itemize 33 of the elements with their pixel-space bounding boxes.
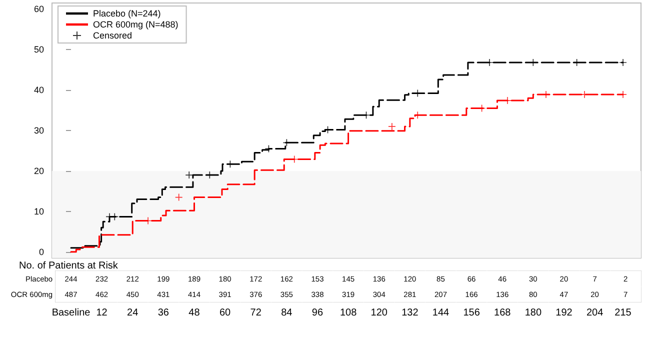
y-tick-label: 30 bbox=[34, 126, 44, 136]
x-tick-label: 12 bbox=[96, 308, 108, 318]
x-tick-label: 156 bbox=[463, 308, 480, 318]
x-tick-label: 36 bbox=[158, 308, 170, 318]
y-tick-label: 50 bbox=[34, 44, 44, 55]
legend-label: OCR 600mg (N=488) bbox=[93, 20, 178, 30]
x-tick-label: 84 bbox=[281, 308, 293, 318]
x-tick-label: 108 bbox=[340, 308, 358, 318]
x-tick-label: Baseline bbox=[52, 308, 91, 318]
legend-label: Placebo (N=244) bbox=[93, 8, 161, 18]
x-tick-label: 192 bbox=[556, 308, 573, 318]
x-tick-label: 144 bbox=[432, 308, 450, 318]
x-tick-label: 72 bbox=[250, 308, 262, 318]
y-tick-label: 10 bbox=[34, 206, 44, 216]
x-tick-label: 120 bbox=[370, 308, 388, 318]
y-tick-label: 0 bbox=[38, 246, 44, 257]
legend-label: Censored bbox=[93, 30, 132, 40]
y-tick-label: 40 bbox=[34, 85, 44, 96]
x-tick-label: 180 bbox=[524, 308, 542, 318]
y-tick-label: 60 bbox=[34, 4, 44, 14]
x-tick-label: 132 bbox=[402, 308, 419, 318]
x-tick-label: 204 bbox=[586, 308, 604, 318]
point bbox=[186, 172, 193, 179]
x-tick-label: 48 bbox=[188, 308, 200, 318]
x-tick-label: 215 bbox=[614, 308, 632, 318]
x-tick-label: 60 bbox=[219, 308, 232, 318]
chart-title: No. of Patients at Risk bbox=[19, 260, 119, 272]
point bbox=[388, 122, 396, 130]
y-tick-label: 20 bbox=[34, 166, 44, 176]
x-tick-label: 24 bbox=[127, 308, 139, 318]
x-tick-label: 168 bbox=[494, 308, 512, 318]
x-tick-label: 96 bbox=[312, 308, 324, 318]
point bbox=[620, 59, 627, 66]
